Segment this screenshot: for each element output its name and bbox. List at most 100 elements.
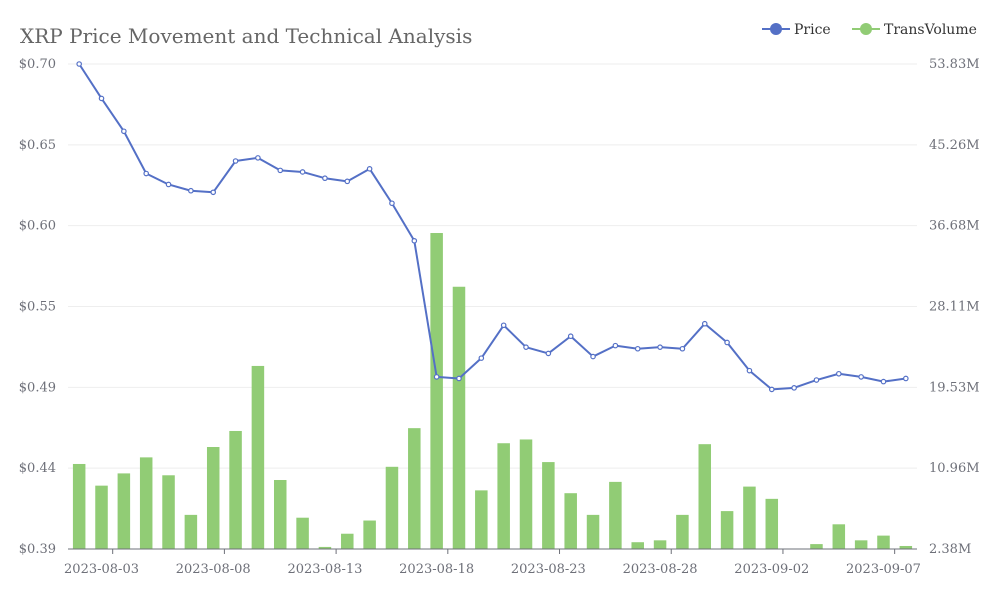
y-tick-label-left: $0.44: [19, 461, 56, 476]
x-tick-label: 2023-08-03: [64, 562, 139, 577]
volume-bar: [832, 524, 846, 549]
price-point: [344, 178, 351, 185]
price-point: [634, 345, 641, 352]
y-tick-label-left: $0.39: [19, 542, 56, 557]
axes: [68, 548, 917, 554]
volume-bar: [206, 447, 220, 549]
legend-label-transvolume: TransVolume: [884, 22, 977, 38]
x-tick-label: 2023-08-23: [511, 562, 586, 577]
volume-bar: [296, 517, 309, 549]
legend-label-price: Price: [794, 22, 831, 38]
price-point: [701, 320, 708, 327]
volume-bar: [810, 544, 823, 549]
price-line: [76, 61, 909, 393]
price-point: [478, 355, 485, 361]
price-point: [322, 175, 328, 182]
price-point: [880, 378, 887, 385]
volume-bar: [385, 466, 399, 549]
price-point: [813, 377, 820, 383]
price-point: [165, 181, 172, 188]
x-tick-label: 2023-08-08: [176, 562, 251, 577]
y-tick-label-right: 2.38M: [929, 542, 971, 557]
volume-bar: [899, 545, 913, 549]
y-tick-label-left: $0.55: [19, 300, 56, 315]
legend-item-transvolume[interactable]: TransVolume: [852, 22, 977, 38]
legend-item-price[interactable]: Price: [762, 22, 831, 38]
y-tick-label-right: 10.96M: [929, 461, 980, 476]
volume-bar: [318, 546, 332, 549]
volume-bar: [475, 490, 488, 549]
price-point: [590, 353, 596, 360]
x-tick-label: 2023-09-07: [846, 562, 921, 577]
volume-bar: [95, 485, 108, 549]
price-series-line: [78, 63, 906, 391]
price-point: [746, 367, 753, 374]
volume-bar: [229, 430, 242, 549]
volume-bar: [743, 486, 756, 549]
volume-bar: [854, 540, 868, 549]
legend[interactable]: Price TransVolume: [762, 22, 977, 38]
price-point: [76, 61, 82, 67]
price-point: [724, 339, 730, 346]
price-point: [255, 155, 261, 161]
volume-bar: [363, 520, 376, 549]
x-tick-label: 2023-08-28: [623, 562, 698, 577]
price-point: [903, 375, 909, 382]
price-point: [456, 375, 462, 382]
price-point: [567, 333, 574, 340]
volume-bar: [430, 233, 443, 549]
price-point: [210, 189, 217, 196]
gridlines: [68, 63, 917, 469]
y-tick-label-left: $0.49: [19, 380, 56, 395]
volume-bar: [497, 443, 510, 549]
volume-bar: [273, 479, 287, 549]
price-point: [232, 158, 239, 164]
x-axis-labels: 2023-08-03 2023-08-08 2023-08-13 2023-08-18…: [64, 562, 921, 577]
y-tick-label-right: 28.11M: [929, 300, 980, 315]
volume-bar: [877, 535, 890, 549]
price-point: [679, 345, 686, 352]
price-point: [121, 128, 127, 135]
volume-bar: [564, 493, 577, 549]
volume-bar: [519, 439, 533, 549]
volume-bar: [698, 444, 712, 549]
volume-bar: [653, 540, 667, 549]
y-tick-label-left: $0.65: [19, 138, 56, 153]
volume-bar: [162, 475, 175, 549]
volume-bar: [184, 514, 198, 549]
y-axis-left-labels: $0.39 $0.44 $0.49 $0.55 $0.60 $0.65 $0.70: [19, 57, 56, 557]
price-point: [612, 342, 619, 349]
volume-bar: [609, 481, 622, 549]
line-circle-icon: [770, 23, 782, 35]
volume-bar: [452, 286, 466, 549]
price-point: [791, 385, 797, 391]
x-tick-label: 2023-09-02: [734, 562, 809, 577]
y-axis-right-labels: 2.38M 10.96M 19.53M 28.11M 36.68M 45.26M 53.83…: [929, 57, 980, 557]
volume-bar: [341, 533, 354, 549]
volume-bar: [408, 428, 421, 549]
price-point: [657, 344, 663, 350]
price-point: [500, 322, 507, 329]
price-point: [143, 170, 149, 177]
x-tick-label: 2023-08-18: [399, 562, 474, 577]
price-point: [836, 370, 842, 377]
volume-bar: [72, 463, 86, 549]
line-circle-icon: [860, 23, 872, 35]
y-tick-label-right: 53.83M: [929, 57, 980, 72]
x-tick-label: 2023-08-13: [287, 562, 362, 577]
price-point: [545, 350, 552, 357]
volume-bar: [720, 511, 734, 549]
price-point: [299, 169, 306, 175]
price-point: [188, 187, 194, 194]
price-point: [858, 374, 864, 380]
y-tick-label-right: 19.53M: [929, 380, 980, 395]
price-point: [366, 166, 373, 172]
y-tick-label-right: 36.68M: [929, 219, 980, 234]
volume-bar: [542, 462, 555, 549]
y-tick-label-right: 45.26M: [929, 138, 980, 153]
volume-bars: [72, 233, 913, 549]
volume-bar: [631, 542, 644, 549]
volume-bar: [765, 498, 779, 549]
price-point: [768, 386, 775, 393]
